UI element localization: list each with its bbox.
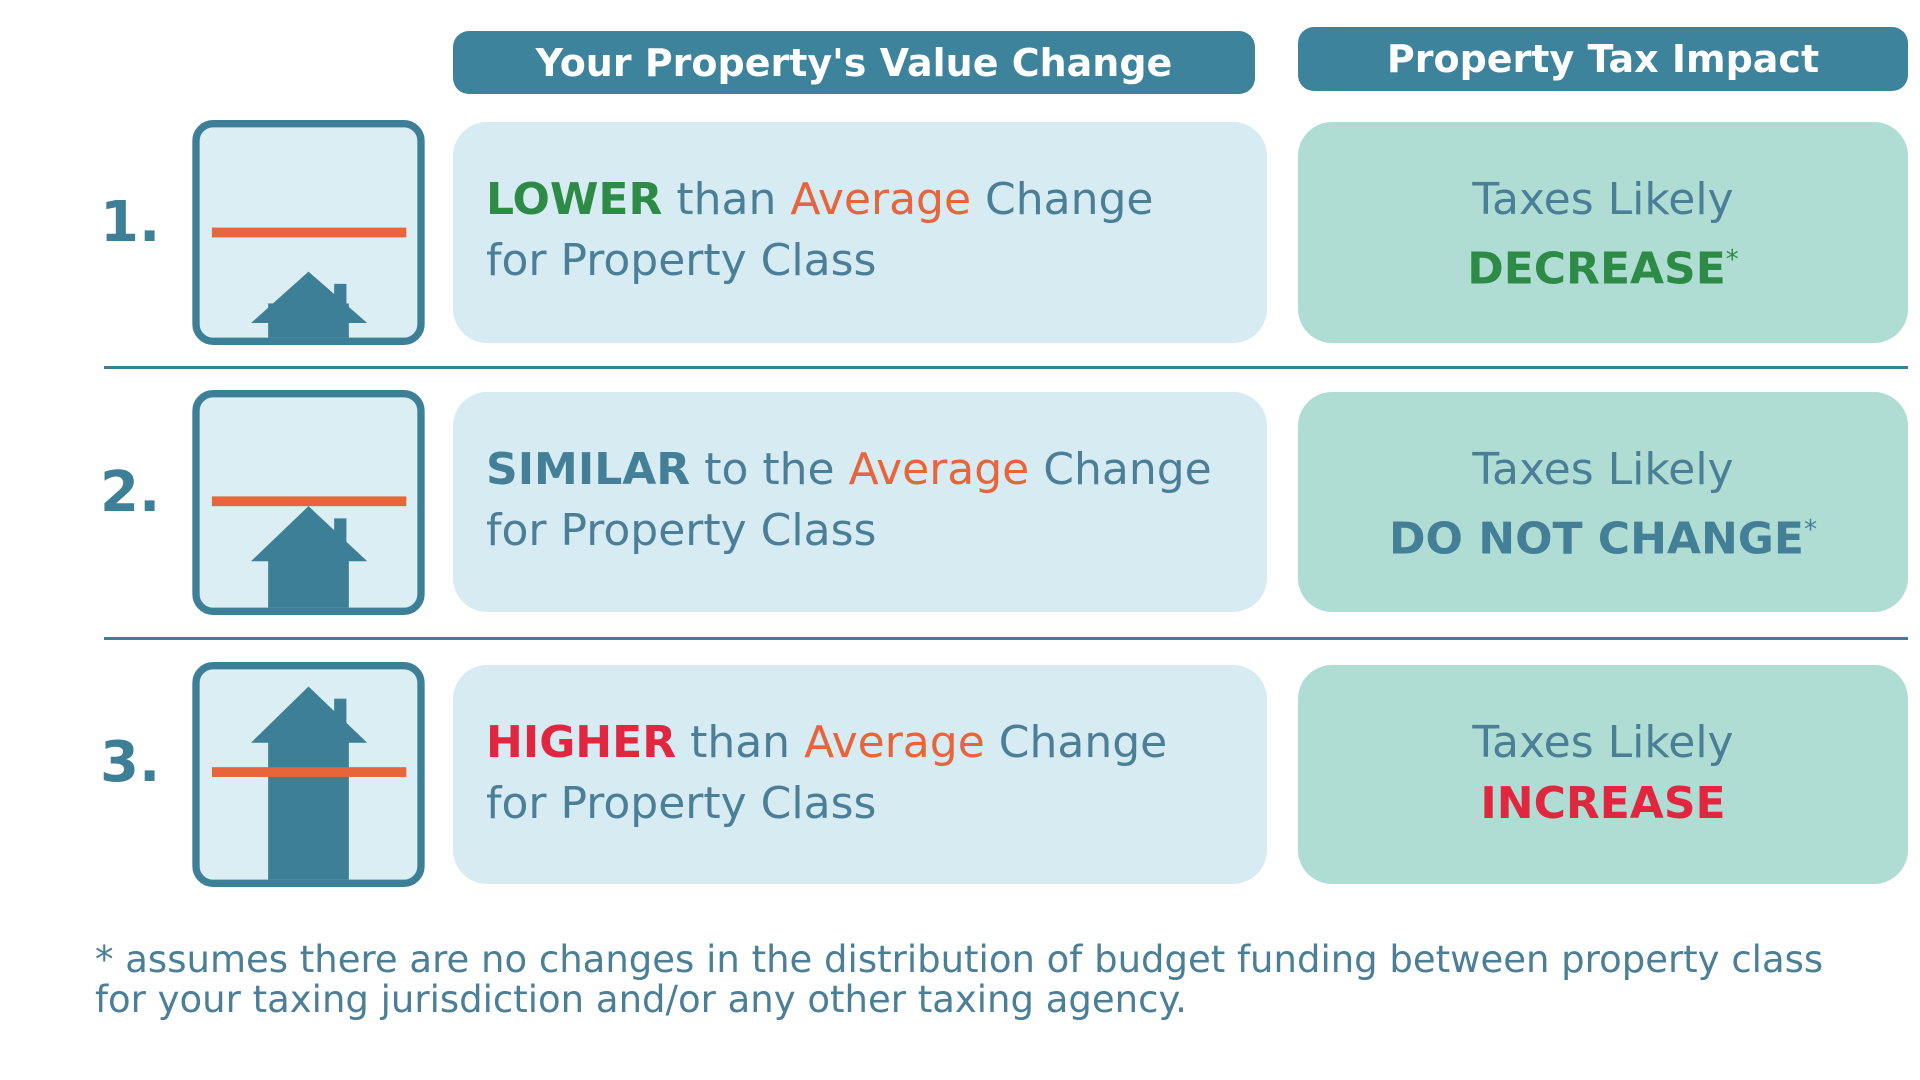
row-number: 2. <box>100 460 161 525</box>
change: Change <box>1043 444 1212 495</box>
separator <box>104 637 1908 640</box>
value-change-box: LOWER than Average Change for Property Cl… <box>453 122 1267 343</box>
connector: than <box>690 717 791 768</box>
level: LOWER <box>486 174 663 225</box>
footnote-line: * assumes there are no changes in the di… <box>95 938 1824 981</box>
line2: for Property Class <box>486 778 877 829</box>
line2: for Property Class <box>486 235 877 286</box>
average: Average <box>790 174 972 225</box>
change: Change <box>998 717 1168 768</box>
line2: for Property Class <box>486 505 877 556</box>
change: Change <box>985 174 1154 225</box>
impact-result: DECREASE <box>1467 243 1726 295</box>
level: HIGHER <box>486 717 677 768</box>
level: SIMILAR <box>486 444 691 495</box>
impact-result: INCREASE <box>1480 778 1726 829</box>
row-number: 1. <box>100 190 161 255</box>
connector: than <box>676 174 777 225</box>
value-change-box: HIGHER than Average Change for Property C… <box>453 665 1267 884</box>
separator <box>104 366 1908 369</box>
tax-impact-box: Taxes Likely DO NOT CHANGE* <box>1298 392 1908 612</box>
footnote: * assumes there are no changes in the di… <box>95 940 1823 1020</box>
tax-impact-box: Taxes Likely DECREASE* <box>1298 122 1908 343</box>
tax-impact-box: Taxes Likely INCREASE <box>1298 665 1908 884</box>
header: Your Property's Value Change <box>453 31 1255 94</box>
asterisk: * <box>1725 245 1739 275</box>
connector: to the <box>704 444 835 495</box>
value-change-box: SIMILAR to the Average Change for Propert… <box>453 392 1267 612</box>
house-icon <box>192 662 425 887</box>
row-number: 3. <box>100 730 161 795</box>
house-icon <box>192 390 425 615</box>
average: Average <box>804 717 985 768</box>
average: Average <box>848 444 1030 495</box>
house-icon <box>192 120 425 345</box>
header: Property Tax Impact <box>1298 27 1908 91</box>
footnote-line: for your taxing jurisdiction and/or any … <box>95 978 1187 1021</box>
impact-line1: Taxes Likely <box>1472 174 1734 225</box>
asterisk: * <box>1803 515 1817 545</box>
impact-line1: Taxes Likely <box>1472 444 1734 495</box>
impact-line1: Taxes Likely <box>1472 717 1734 768</box>
impact-result: DO NOT CHANGE <box>1389 513 1804 565</box>
